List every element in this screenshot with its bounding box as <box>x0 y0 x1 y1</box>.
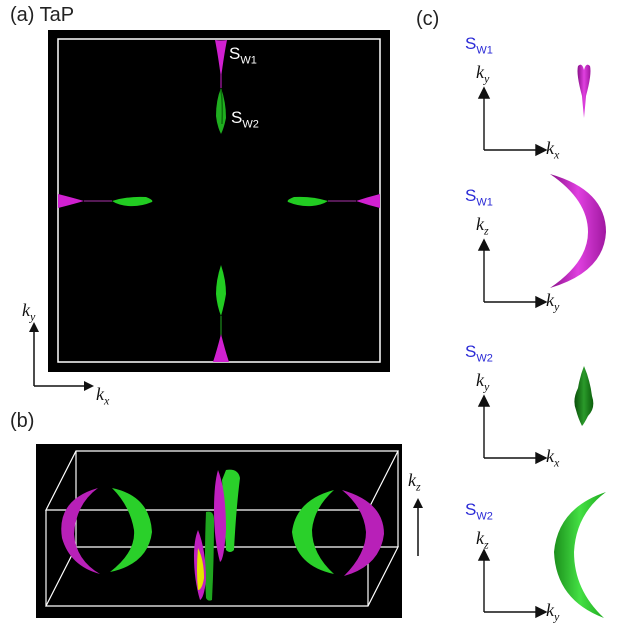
c-row2-w1-crescent <box>550 174 606 288</box>
c1-sub: W1 <box>476 44 493 57</box>
panel-a-sw2-label: SW2 <box>231 108 259 130</box>
c-row2-surface-label: SW1 <box>465 186 493 208</box>
panel-b-label: (b) <box>10 410 34 433</box>
c1v-sub: y <box>484 71 490 86</box>
panel-b-kz-arrowhead <box>413 498 423 508</box>
panel-b-letter: (b) <box>10 410 35 432</box>
c-row4-vertical-label: kz <box>476 528 489 553</box>
w1-crescent-right <box>342 490 384 576</box>
c-row3-surface-label: SW2 <box>465 342 493 364</box>
c-row1-w1-pocket <box>577 64 591 118</box>
kx-sub: x <box>104 393 110 408</box>
w2-crescent-right <box>292 490 334 574</box>
w2-pocket-left <box>112 196 153 207</box>
panel-c-label: (c) <box>416 8 439 31</box>
panel-a-ky-arrowhead <box>29 322 39 332</box>
c3-sub: W2 <box>476 352 493 365</box>
panel-a-kx-label: kx <box>96 384 109 409</box>
c-row3-axes <box>477 394 548 465</box>
panel-a-ky-label: ky <box>22 300 35 325</box>
c2v-k: k <box>476 214 484 234</box>
sw1-sub: W1 <box>240 54 257 67</box>
c-row1-axes <box>477 86 548 157</box>
w2-pocket-top <box>216 88 226 134</box>
kz-sub: z <box>416 479 421 494</box>
c3h-sub: x <box>554 455 560 470</box>
c3h-k: k <box>546 446 554 466</box>
kz-k: k <box>408 470 416 490</box>
c1-s: S <box>465 34 477 53</box>
c3-s: S <box>465 342 477 361</box>
w1-pocket-left <box>58 194 84 208</box>
c2h-sub: y <box>554 299 560 314</box>
c3v-k: k <box>476 370 484 390</box>
c4h-sub: y <box>554 609 560 624</box>
c-row3-w2-pocket <box>574 366 594 426</box>
w2-crescent-left <box>110 488 152 572</box>
c2v-sub: z <box>484 223 489 238</box>
c-row1-vertical-label: ky <box>476 62 489 87</box>
c4v-k: k <box>476 528 484 548</box>
c2-sub: W1 <box>476 196 493 209</box>
c1v-k: k <box>476 62 484 82</box>
panel-b-kz-label: kz <box>408 470 421 495</box>
c-row4-w2-crescent <box>554 492 606 618</box>
c4-sub: W2 <box>476 510 493 523</box>
w1-pocket-bottom <box>213 334 229 362</box>
sw2-s: S <box>231 108 243 127</box>
w2-pocket-bottom <box>216 265 226 316</box>
panel-a-letter: (a) <box>10 4 35 26</box>
c-row3-horizontal-label: kx <box>546 446 559 471</box>
c-row2-axes <box>477 238 548 309</box>
ky-k: k <box>22 300 30 320</box>
w1-pocket-right <box>356 194 380 208</box>
c4h-k: k <box>546 600 554 620</box>
c-row1-surface-label: SW1 <box>465 34 493 56</box>
ky-sub: y <box>30 309 36 324</box>
w1-column-center <box>214 470 226 562</box>
c-row2-vertical-label: kz <box>476 214 489 239</box>
panel-a-sw1-label: SW1 <box>229 44 257 66</box>
w2-column-front <box>222 469 240 552</box>
yellow-pocket <box>197 548 204 590</box>
w2-column-back <box>205 511 214 601</box>
c2h-k: k <box>546 290 554 310</box>
c-row3-vertical-label: ky <box>476 370 489 395</box>
c1h-k: k <box>546 138 554 158</box>
c3v-sub: y <box>484 379 490 394</box>
c4-s: S <box>465 500 477 519</box>
c1h-sub: x <box>554 147 560 162</box>
sw2-sub: W2 <box>242 118 259 131</box>
c-row2-horizontal-label: ky <box>546 290 559 315</box>
kx-k: k <box>96 384 104 404</box>
c2-s: S <box>465 186 477 205</box>
c-row1-horizontal-label: kx <box>546 138 559 163</box>
sw1-s: S <box>229 44 241 63</box>
c-row4-surface-label: SW2 <box>465 500 493 522</box>
w1-pocket-top <box>215 40 227 78</box>
w2-pocket-right <box>287 196 328 207</box>
panel-c-letter: (c) <box>416 8 440 30</box>
c4v-sub: z <box>484 537 489 552</box>
panel-a-material: TaP <box>39 4 75 26</box>
w1-crescent-left <box>61 488 100 574</box>
panel-a-label: (a) TaP <box>10 4 74 27</box>
panel-a-kx-arrowhead <box>84 381 94 391</box>
c-row4-horizontal-label: ky <box>546 600 559 625</box>
c-row4-axes <box>477 548 548 619</box>
